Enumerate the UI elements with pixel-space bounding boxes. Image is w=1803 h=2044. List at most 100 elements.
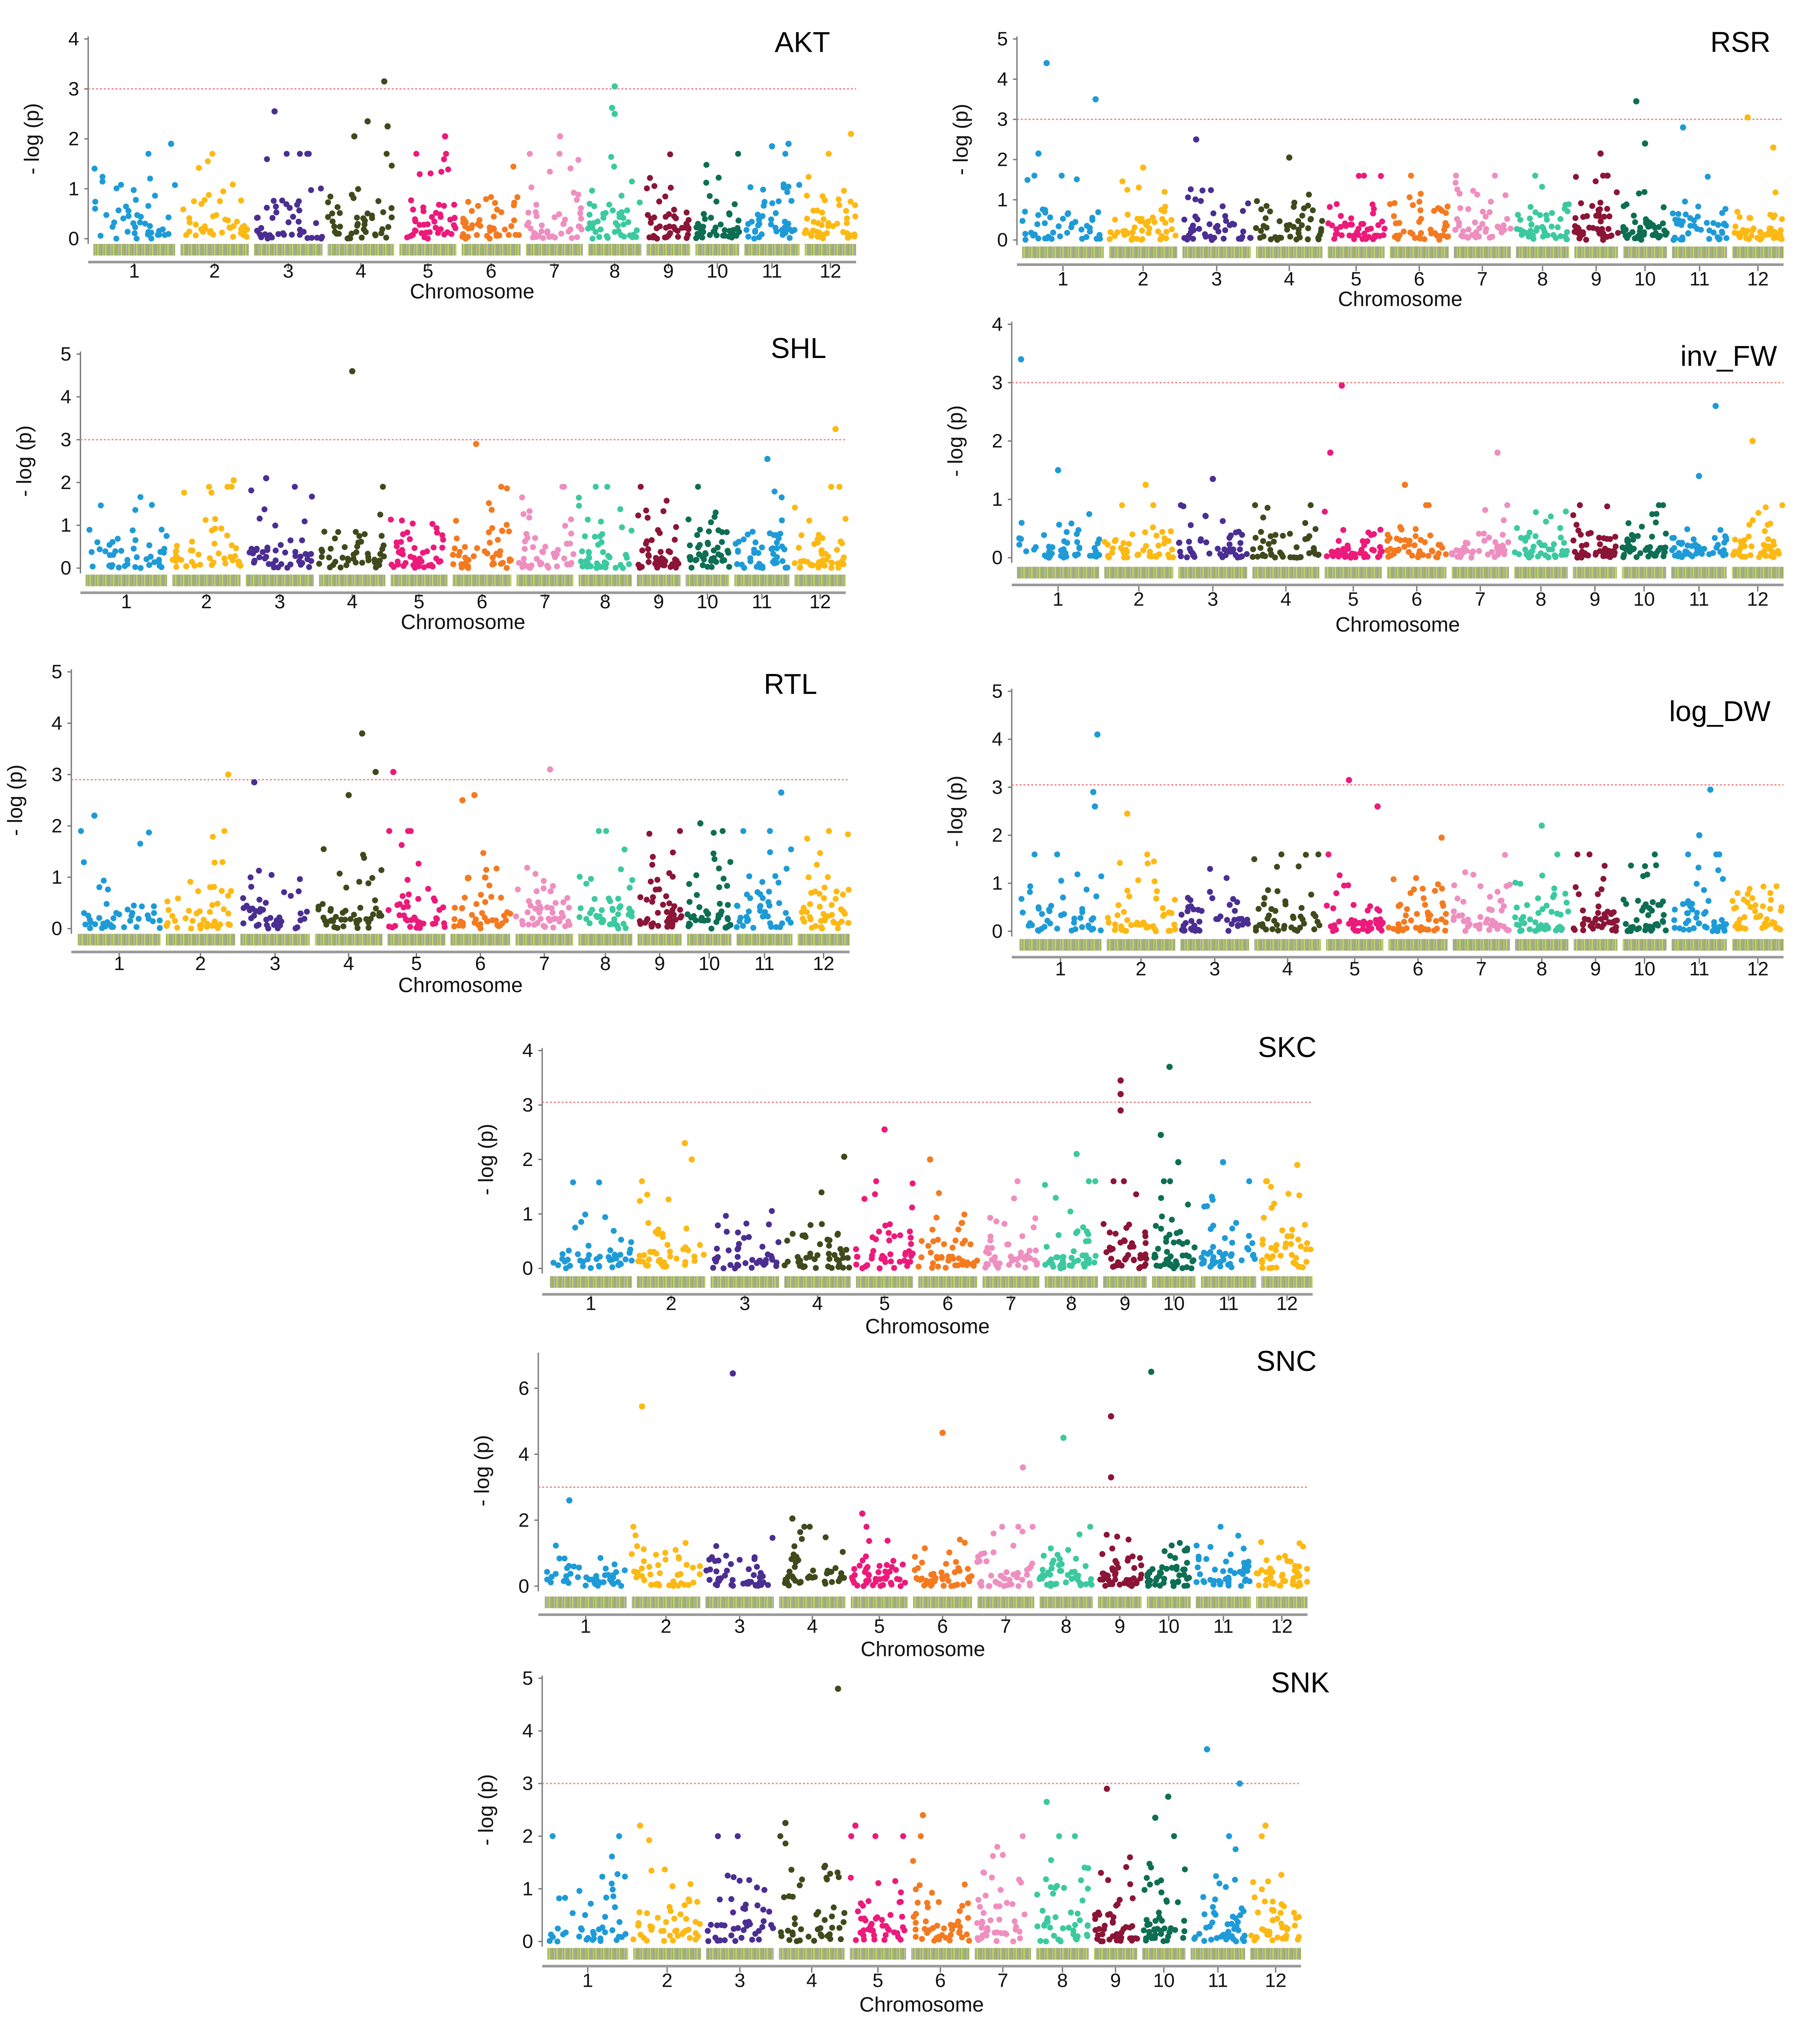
- data-point: [538, 905, 544, 912]
- data-point: [1273, 1247, 1279, 1253]
- data-point: [578, 1219, 585, 1225]
- data-point: [493, 551, 500, 557]
- data-point: [1330, 905, 1336, 912]
- data-point: [1260, 514, 1266, 521]
- data-point: [256, 897, 263, 903]
- data-point: [1423, 926, 1430, 933]
- y-tick-label: 4: [522, 1039, 533, 1061]
- data-point: [217, 921, 223, 928]
- data-point: [454, 535, 460, 542]
- data-point: [187, 878, 193, 885]
- data-point: [745, 1566, 752, 1572]
- data-point: [655, 910, 661, 916]
- data-point: [705, 1928, 711, 1934]
- data-point: [146, 829, 152, 836]
- data-point: [233, 545, 239, 551]
- data-point: [486, 882, 493, 889]
- data-point: [1514, 921, 1520, 928]
- data-point: [868, 1255, 875, 1262]
- data-point: [750, 925, 756, 931]
- data-point: [1660, 918, 1666, 924]
- data-point: [297, 151, 303, 157]
- data-point: [667, 1932, 673, 1939]
- data-point: [1461, 544, 1467, 551]
- data-point: [1184, 1239, 1190, 1245]
- data-point: [1625, 520, 1632, 526]
- data-point: [801, 1263, 808, 1269]
- data-point: [1623, 921, 1629, 927]
- data-point: [212, 526, 218, 532]
- data-point: [1338, 232, 1345, 238]
- data-point: [744, 1580, 750, 1586]
- data-point: [759, 213, 766, 219]
- data-point: [578, 205, 584, 211]
- data-point: [398, 539, 404, 545]
- data-point: [1207, 1544, 1214, 1550]
- data-point: [806, 174, 812, 180]
- x-tick-label: 3: [1209, 957, 1221, 979]
- x-tick-label: 7: [1005, 1292, 1016, 1314]
- data-point: [125, 208, 132, 214]
- data-point: [1321, 509, 1328, 515]
- data-point: [102, 548, 109, 554]
- data-point: [860, 1583, 867, 1589]
- data-point: [1705, 898, 1712, 904]
- data-point: [1483, 226, 1489, 232]
- data-point: [782, 151, 789, 157]
- peak-point: [859, 1510, 865, 1517]
- data-point: [1677, 236, 1684, 243]
- data-point: [800, 915, 806, 922]
- data-point: [256, 867, 262, 874]
- data-point: [262, 555, 268, 562]
- data-point: [620, 565, 626, 571]
- data-point: [1277, 1583, 1284, 1589]
- data-point: [971, 1260, 977, 1266]
- data-point: [1589, 203, 1596, 209]
- data-point: [404, 917, 411, 924]
- data-point: [440, 537, 446, 543]
- data-point: [1422, 902, 1428, 908]
- data-point: [1222, 1251, 1229, 1257]
- data-point: [654, 235, 660, 242]
- data-point: [1145, 230, 1152, 236]
- data-point: [437, 214, 444, 220]
- data-point: [1075, 1572, 1081, 1579]
- data-point: [146, 916, 152, 922]
- data-point: [1263, 1582, 1269, 1588]
- data-point: [1758, 230, 1764, 236]
- data-point: [388, 516, 394, 523]
- data-point: [672, 917, 679, 923]
- data-point: [1470, 548, 1476, 555]
- data-point: [1178, 553, 1184, 559]
- data-point: [221, 828, 228, 834]
- y-tick-label: 1: [997, 188, 1008, 210]
- data-point: [462, 235, 469, 242]
- data-point: [550, 924, 557, 931]
- data-point: [669, 873, 676, 880]
- chromosome-bar: [315, 934, 383, 946]
- data-point: [1472, 219, 1478, 226]
- data-point: [1408, 173, 1414, 179]
- peak-point: [848, 131, 854, 137]
- data-point: [703, 551, 709, 557]
- x-tick-label: 5: [414, 590, 425, 612]
- data-point: [1335, 538, 1342, 544]
- data-point: [716, 865, 722, 872]
- data-point: [383, 235, 389, 241]
- data-point: [1027, 1582, 1033, 1588]
- data-point: [999, 1524, 1005, 1530]
- data-point: [308, 235, 315, 241]
- data-point: [1460, 228, 1467, 235]
- data-point: [1169, 546, 1175, 553]
- data-point: [196, 551, 202, 558]
- y-tick-label: 3: [51, 763, 62, 785]
- data-point: [658, 549, 664, 555]
- panel-title: SNC: [1256, 1345, 1316, 1377]
- data-point: [1178, 502, 1184, 509]
- data-point: [351, 912, 357, 918]
- data-point: [683, 1562, 690, 1568]
- data-point: [655, 1226, 661, 1233]
- data-point: [826, 828, 832, 834]
- data-point: [1535, 910, 1542, 916]
- data-point: [740, 536, 747, 542]
